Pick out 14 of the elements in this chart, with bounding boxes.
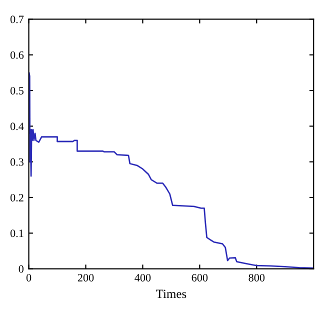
x-tick-label: 200 — [78, 274, 94, 282]
x-tick-label: 600 — [192, 274, 208, 282]
y-tick-label: 0.3 — [10, 158, 24, 166]
x-axis-title: Times — [156, 290, 186, 298]
x-tick-label: 400 — [134, 274, 151, 282]
y-tick-label: 0.4 — [10, 122, 24, 130]
y-tick-label: 0.7 — [10, 16, 24, 24]
y-tick-label: 0.1 — [10, 230, 24, 238]
y-tick-label: 0.2 — [10, 194, 24, 202]
x-tick-label: 0 — [26, 274, 32, 282]
x-tick-label: 800 — [248, 274, 265, 282]
y-tick-label: 0.6 — [10, 51, 24, 59]
y-tick-label: 0 — [18, 265, 24, 273]
y-tick-label: 0.5 — [10, 86, 24, 95]
